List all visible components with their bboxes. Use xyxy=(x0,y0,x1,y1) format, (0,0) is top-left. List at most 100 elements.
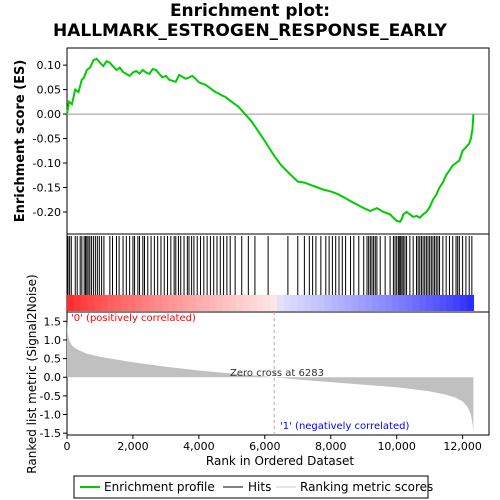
heatmap-cell xyxy=(459,295,468,311)
legend-box xyxy=(73,475,429,499)
metric-y-ticks: -1.5 -1.0 -0.5 0.0 0.5 1.0 1.5 xyxy=(40,315,67,440)
heatmap-cell xyxy=(127,295,136,311)
heatmap-cell xyxy=(432,295,441,311)
metric-y-tick-label: -1.5 xyxy=(40,427,61,440)
legend: Enrichment profile Hits Ranking metric s… xyxy=(73,475,433,499)
es-y-ticks: -0.20 -0.15 -0.10 -0.05 0.00 0.05 0.10 xyxy=(33,59,67,219)
heatmap-cell xyxy=(439,295,447,311)
heatmap-cell xyxy=(243,295,251,311)
es-y-axis-label: Enrichment score (ES) xyxy=(13,60,28,223)
heatmap-cell xyxy=(216,295,224,311)
heatmap-cell xyxy=(392,295,400,311)
x-axis-label: Rank in Ordered Dataset xyxy=(206,454,354,468)
heatmap-cell xyxy=(466,295,475,311)
es-y-tick-label: 0.00 xyxy=(37,108,62,121)
chart-title-line1: Enrichment plot: xyxy=(169,1,331,21)
heatmap-cell xyxy=(141,295,149,311)
metric-y-tick-label: 0.5 xyxy=(44,353,62,366)
es-y-tick-label: -0.05 xyxy=(33,133,61,146)
legend-label-enrichment-profile: Enrichment profile xyxy=(104,480,215,494)
heatmap-cell xyxy=(453,295,461,311)
legend-label-hits: Hits xyxy=(248,480,271,494)
metric-y-axis-label: Ranked list metric (Signal2Noise) xyxy=(25,274,39,473)
heatmap-cell xyxy=(344,295,353,311)
es-panel-frame xyxy=(66,47,490,235)
heatmap-cell xyxy=(276,295,285,311)
heatmap-cell xyxy=(87,295,95,311)
es-y-tick-label: 0.05 xyxy=(37,84,62,97)
heatmap-cell xyxy=(121,295,129,311)
heatmap-cell xyxy=(148,295,156,311)
heatmap-cell xyxy=(385,295,393,311)
heatmap-cell xyxy=(358,295,366,311)
heatmap-cell xyxy=(236,295,244,311)
heatmap-cell xyxy=(202,295,210,311)
hits-panel xyxy=(66,233,490,313)
heatmap-cell xyxy=(378,295,386,311)
heatmap-cell xyxy=(290,295,298,311)
x-tick-label: 8,000 xyxy=(315,440,347,453)
heatmap-cell xyxy=(195,295,204,311)
heatmap-cell xyxy=(337,295,346,311)
heatmap-cell xyxy=(182,295,190,311)
es-y-tick-label: -0.15 xyxy=(33,182,61,195)
heatmap-cell xyxy=(114,295,122,311)
heatmap-cell xyxy=(209,295,217,311)
heatmap-cell xyxy=(419,295,427,311)
metric-y-tick-label: 1.0 xyxy=(44,334,62,347)
es-y-tick-label: -0.20 xyxy=(33,206,61,219)
heatmap-cell xyxy=(229,295,237,311)
heatmap-cell xyxy=(317,295,326,311)
x-tick-label: 6,000 xyxy=(249,440,281,453)
x-tick-label: 4,000 xyxy=(183,440,215,453)
heatmap-cell xyxy=(107,295,116,311)
heatmap-cell xyxy=(270,295,278,311)
es-y-tick-label: 0.10 xyxy=(37,59,62,72)
es-panel: -0.20 -0.15 -0.10 -0.05 0.00 0.05 0.10 Enrichm… xyxy=(13,47,490,235)
heatmap-cell xyxy=(155,295,163,311)
heatmap-cell xyxy=(351,295,359,311)
heatmap-cell xyxy=(73,295,82,311)
heatmap-cell xyxy=(331,295,339,311)
heatmap-cell xyxy=(446,295,454,311)
heatmap-cell xyxy=(310,295,319,311)
heatmap-cell xyxy=(222,295,231,311)
x-tick-label: 12,000 xyxy=(443,440,482,453)
heatmap-cell xyxy=(100,295,109,311)
heatmap-cell xyxy=(80,295,88,311)
heatmap-cell xyxy=(405,295,414,311)
x-axis-ticks: 0 2,000 4,000 6,000 8,000 10,000 12,000 xyxy=(64,435,482,453)
metric-y-tick-label: 0.0 xyxy=(44,371,62,384)
es-y-tick-label: -0.10 xyxy=(33,157,61,170)
heatmap-cell xyxy=(365,295,373,311)
metric-y-tick-label: -0.5 xyxy=(40,390,61,403)
x-tick-label: 2,000 xyxy=(117,440,149,453)
heatmap-cell xyxy=(263,295,271,311)
heatmap-cell xyxy=(256,295,265,311)
x-tick-label: 10,000 xyxy=(377,440,416,453)
heatmap-cell xyxy=(283,295,292,311)
heatmap-cell xyxy=(426,295,434,311)
heatmap-cell xyxy=(161,295,170,311)
heatmap-cell xyxy=(134,295,143,311)
heatmap-cell xyxy=(398,295,407,311)
zero-cross-label: Zero cross at 6283 xyxy=(230,368,324,379)
heatmap-cell xyxy=(297,295,305,311)
heatmap-cell xyxy=(67,295,75,311)
heatmap-cell xyxy=(94,295,102,311)
negative-correlated-label: '1' (negatively correlated) xyxy=(280,421,409,432)
positive-correlated-label: '0' (positively correlated) xyxy=(71,313,196,324)
heatmap-cell xyxy=(188,295,197,311)
heatmap-cell xyxy=(304,295,312,311)
rank-heatmap-bar xyxy=(67,295,475,311)
legend-label-ranking-metric: Ranking metric scores xyxy=(300,480,433,494)
heatmap-cell xyxy=(249,295,258,311)
chart-title-line2: HALLMARK_ESTROGEN_RESPONSE_EARLY xyxy=(53,21,447,41)
metric-y-tick-label: -1.0 xyxy=(40,409,61,422)
heatmap-cell xyxy=(324,295,332,311)
heatmap-cell xyxy=(168,295,176,311)
metric-y-tick-label: 1.5 xyxy=(44,315,62,328)
metric-panel: -1.5 -1.0 -0.5 0.0 0.5 1.0 1.5 '0' (positively… xyxy=(25,274,490,474)
